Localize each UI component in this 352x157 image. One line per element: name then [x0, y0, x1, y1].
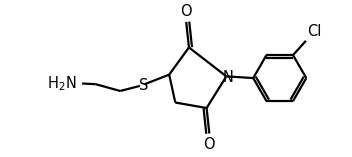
Text: Cl: Cl: [307, 24, 322, 39]
Text: S: S: [139, 78, 148, 93]
Text: O: O: [203, 137, 215, 152]
Text: O: O: [180, 3, 192, 19]
Text: H$_2$N: H$_2$N: [48, 74, 77, 93]
Text: N: N: [222, 70, 233, 85]
